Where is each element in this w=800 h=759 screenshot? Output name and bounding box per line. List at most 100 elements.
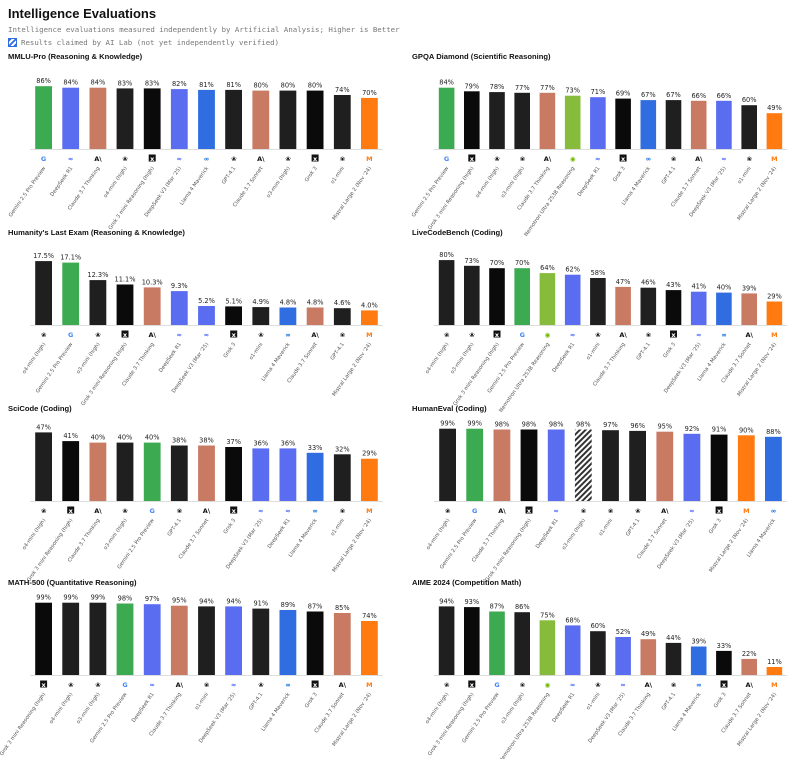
mistral-logo-icon: M [771,681,777,689]
bar [690,646,707,675]
data-label: 83% [118,79,133,87]
nvidia-logo-icon: ◉ [545,681,551,689]
bar [306,611,324,675]
xai-logo-icon-bg [148,154,156,162]
data-label: 29% [767,293,782,301]
data-label: 75% [540,611,555,619]
data-label: 98% [495,421,510,429]
bar [306,90,324,149]
anthropic-logo-icon: A\ [339,681,347,689]
bar [590,97,606,149]
bar [716,292,732,325]
tick-label: Llama 4 Maverick [746,518,777,559]
data-label: 86% [515,603,530,611]
chart-title: AIME 2024 (Competition Math) [412,578,522,587]
data-label: 79% [464,82,479,90]
data-label: 40% [717,284,732,292]
tick-label: o4-mini (high) [475,166,501,199]
data-label: 98% [576,421,591,429]
data-label: 81% [199,81,214,89]
meta-logo-icon: ∞ [721,331,726,339]
data-label: 17.1% [60,254,81,262]
data-label: 99% [36,594,51,602]
bar [62,441,80,501]
xai-logo-icon: x [41,681,46,689]
openai-logo-icon: ❀ [671,681,676,689]
bar [170,291,188,325]
tick-label: Claude 3.7 Thinking [67,518,102,564]
data-label: 97% [145,595,160,603]
google-logo-icon: G [494,681,499,689]
tick-label: Gemini 2.5 Pro Preview [8,165,48,218]
xai-logo-icon-bg [493,330,501,338]
data-label: 12.3% [87,271,108,279]
xai-logo-icon-bg [230,506,238,514]
chart-title: Humanity's Last Exam (Reasoning & Knowle… [8,228,185,237]
tick-label: Grok 3 [304,166,319,184]
data-label: 83% [145,79,160,87]
data-label: 80% [308,82,323,90]
bar [690,100,707,149]
mistral-logo-icon: M [366,507,372,515]
tick-label: Grok 3 [612,166,627,184]
data-label: 98% [549,421,564,429]
anthropic-logo-icon: A\ [176,681,184,689]
data-label: 66% [691,92,706,100]
data-label: 33% [717,642,732,650]
openai-logo-icon: ❀ [258,331,263,339]
openai-logo-icon: ❀ [41,507,46,515]
bar [615,637,631,675]
tick-label: Grok 3 mini Reasoning (high) [452,342,500,407]
data-label: 66% [717,92,732,100]
openai-logo-icon: ❀ [746,155,751,163]
anthropic-logo-icon: A\ [94,507,102,515]
data-label: 80% [439,251,454,259]
openai-logo-icon: ❀ [258,681,263,689]
openai-logo-icon: ❀ [520,681,525,689]
xai-logo-icon: x [232,331,237,339]
xai-logo-icon: x [313,155,318,163]
chart-svg: 47% ❀ o4-mini (high) 41% x Grok 3 mini Reason… [21,423,383,583]
openai-logo-icon: ❀ [231,155,236,163]
anthropic-logo-icon: A\ [544,155,552,163]
tick-label: o1-mini [248,342,264,361]
bar [225,606,242,675]
deepseek-logo-icon: ≈ [177,331,182,339]
xai-logo-icon-bg [311,680,319,688]
data-label: 10.3% [142,278,163,286]
anthropic-logo-icon: A\ [745,681,753,689]
tick-label: o3-mini (high) [500,692,526,725]
bar [116,442,134,501]
meta-logo-icon: ∞ [285,681,290,689]
data-label: 94% [439,597,454,605]
deepseek-logo-icon: ≈ [620,681,625,689]
data-label: 70% [490,259,505,267]
tick-label: o3-mini (high) [500,166,526,199]
xai-logo-icon: x [621,155,626,163]
data-label: 38% [172,437,187,445]
tick-label: Grok 3 mini Reasoning (high) [108,166,156,231]
data-label: 67% [641,91,656,99]
tick-label: DeepSeek R1 [551,692,576,724]
data-label: 73% [464,257,479,265]
tick-label: DeepSeek R1 [577,166,602,198]
openai-logo-icon: ❀ [469,331,474,339]
data-label: 73% [565,87,580,95]
bar [62,602,80,675]
xai-logo-icon-bg [715,506,723,514]
tick-label: o3-mini (high) [76,692,102,725]
deepseek-logo-icon: ≈ [595,155,600,163]
tick-label: Llama 4 Maverick [261,342,292,383]
chart-panel-aime2024: AIME 2024 (Competition Math) 94% ❀ o4-mini… [412,578,792,759]
tick-label: Claude 3.7 Sonnet [178,518,210,561]
bar [252,307,270,325]
data-label: 70% [362,89,377,97]
meta-logo-icon: ∞ [204,155,209,163]
google-logo-icon: G [520,331,525,339]
tick-label: Grok 3 mini Reasoning (high) [427,692,475,757]
bar [640,100,657,149]
xai-logo-icon: x [150,155,155,163]
bar [279,90,297,149]
tick-label: Grok 3 mini Reasoning (high) [80,342,128,407]
